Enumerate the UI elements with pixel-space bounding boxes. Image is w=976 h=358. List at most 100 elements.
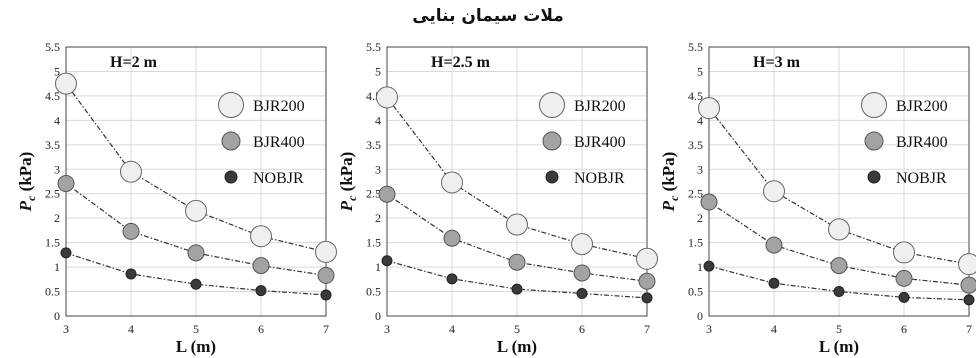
data-point-nobjr [641, 292, 653, 304]
data-point-bjr400 [443, 229, 461, 247]
legend-marker-bjr200 [218, 92, 244, 118]
x-tick-label: 7 [966, 322, 972, 336]
legend-label-nobjr: NOBJR [896, 170, 947, 187]
data-point-bjr400 [187, 244, 205, 262]
data-point-bjr400 [895, 269, 913, 287]
y-tick-label: 0.5 [366, 285, 381, 299]
data-point-bjr400 [700, 193, 718, 211]
x-axis-label: L (m) [819, 337, 859, 356]
y-tick-label: 4 [54, 113, 60, 127]
x-axis-label: L (m) [176, 337, 216, 356]
y-tick-label: 1 [697, 260, 703, 274]
legend-label-bjr200: BJR200 [896, 98, 948, 115]
y-tick-label: 0.5 [688, 285, 703, 299]
legend-marker-nobjr [867, 170, 881, 184]
panel-title: H=2.5 m [431, 54, 491, 71]
data-point-nobjr [446, 273, 458, 285]
y-tick-label: 1.5 [366, 236, 381, 250]
legend-marker-bjr400 [864, 131, 884, 151]
y-tick-label: 1.5 [45, 236, 60, 250]
y-tick-label: 4.5 [45, 89, 60, 103]
y-tick-label: 5 [54, 64, 60, 78]
series-line-bjr400 [708, 201, 970, 286]
y-tick-label: 4 [375, 113, 381, 127]
legend-label-bjr400: BJR400 [253, 134, 305, 151]
data-point-nobjr [833, 286, 845, 298]
y-tick-label: 2.5 [45, 187, 60, 201]
y-axis-label: Pc (kPa) [337, 152, 359, 213]
y-axis-label: Pc (kPa) [659, 152, 681, 213]
data-point-bjr200 [893, 241, 915, 264]
x-tick-label: 3 [63, 322, 69, 336]
data-point-nobjr [381, 255, 393, 267]
data-point-bjr200 [506, 213, 528, 236]
panel-title: H=2 m [110, 54, 158, 71]
data-point-bjr200 [185, 199, 207, 222]
x-tick-label: 6 [258, 322, 264, 336]
data-point-bjr200 [828, 218, 850, 241]
axes-frame [386, 46, 648, 317]
data-point-bjr200 [55, 72, 77, 95]
y-tick-label: 5 [697, 64, 703, 78]
data-point-nobjr [576, 288, 588, 300]
data-point-bjr200 [763, 180, 785, 203]
data-point-bjr200 [636, 247, 658, 270]
legend-marker-nobjr [545, 170, 559, 184]
y-tick-label: 3 [54, 162, 60, 176]
chart-panel-2: 00.511.522.533.544.555.53 4 5 6 7L (m)Pc (kP… [337, 40, 658, 356]
y-tick-label: 5 [375, 64, 381, 78]
x-tick-label: 3 [706, 322, 712, 336]
x-tick-label: 5 [836, 322, 842, 336]
y-tick-label: 2.5 [366, 187, 381, 201]
figure-title: ملات سیمان بنایی [412, 6, 564, 26]
legend-label-nobjr: NOBJR [574, 170, 625, 187]
x-tick-label: 3 [384, 322, 390, 336]
data-point-bjr200 [958, 253, 976, 276]
legend-marker-bjr400 [542, 131, 562, 151]
data-point-bjr200 [120, 160, 142, 183]
data-point-bjr200 [376, 86, 398, 109]
chart-panel-1: 0 0.5 1 1.5 2 2.5 3 3.5 4 4.5 5 5.5 3 4 5 6 7 L (m) Pc (kP… [16, 40, 337, 356]
axes-frame [708, 46, 970, 317]
y-tick-label: 4 [697, 113, 703, 127]
data-point-bjr400 [508, 253, 526, 271]
legend-label-bjr400: BJR400 [896, 134, 948, 151]
data-point-nobjr [703, 260, 715, 272]
y-tick-label: 0 [54, 309, 60, 323]
data-point-nobjr [125, 268, 137, 280]
y-tick-label: 1 [54, 260, 60, 274]
data-point-bjr200 [571, 233, 593, 256]
data-point-nobjr [963, 294, 975, 306]
data-point-bjr400 [573, 264, 591, 282]
data-point-nobjr [898, 291, 910, 303]
legend-marker-bjr200 [539, 92, 565, 118]
y-tick-label: 3 [697, 162, 703, 176]
y-tick-label: 3.5 [45, 138, 60, 152]
x-tick-label: 7 [644, 322, 650, 336]
data-point-bjr400 [57, 174, 75, 192]
data-point-nobjr [60, 247, 72, 259]
y-tick-label: 2 [697, 211, 703, 225]
y-tick-label: 2.5 [688, 187, 703, 201]
y-tick-label: 3 [375, 162, 381, 176]
x-tick-label: 6 [901, 322, 907, 336]
panel-title: H=3 m [753, 54, 801, 71]
y-tick-label: 0 [375, 309, 381, 323]
data-point-bjr400 [122, 222, 140, 240]
x-tick-label: 5 [514, 322, 520, 336]
data-point-nobjr [511, 283, 523, 295]
data-point-bjr400 [638, 272, 656, 290]
series-line-nobjr [708, 265, 970, 301]
y-axis-label: Pc (kPa) [16, 152, 38, 213]
y-tick-label: 4.5 [688, 89, 703, 103]
data-point-nobjr [768, 277, 780, 289]
data-point-bjr400 [960, 276, 976, 294]
data-point-bjr200 [698, 97, 720, 120]
y-tick-label: 1.5 [688, 236, 703, 250]
series-line-bjr200 [386, 97, 648, 260]
data-point-bjr400 [765, 236, 783, 254]
data-point-nobjr [190, 278, 202, 290]
series-line-bjr200 [65, 83, 327, 253]
y-tick-label: 5.5 [366, 40, 381, 54]
x-axis-label: L (m) [497, 337, 537, 356]
